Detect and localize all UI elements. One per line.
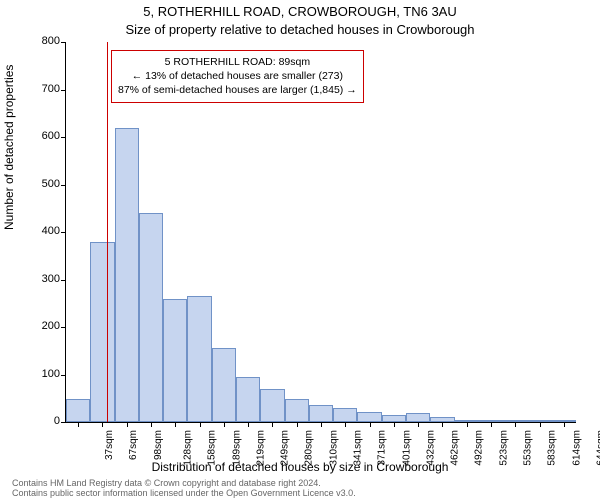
x-tick-mark [418,422,419,427]
histogram-bar [406,413,430,423]
x-tick-mark [515,422,516,427]
y-tick-mark [61,90,66,91]
x-tick-mark [224,422,225,427]
x-tick-mark [272,422,273,427]
x-tick-mark [540,422,541,427]
x-tick-mark [394,422,395,427]
histogram-bar [357,412,381,422]
x-tick-mark [200,422,201,427]
y-tick-mark [61,232,66,233]
x-tick-label: 219sqm [255,430,266,466]
histogram-bar [260,389,284,422]
x-tick-mark [102,422,103,427]
y-tick-mark [61,185,66,186]
y-tick-label: 600 [10,130,60,142]
chart-title-address: 5, ROTHERHILL ROAD, CROWBOROUGH, TN6 3AU [0,4,600,19]
histogram-bar [236,377,260,422]
y-tick-label: 200 [10,320,60,332]
histogram-bar [90,242,114,423]
x-tick-mark [151,422,152,427]
x-tick-label: 553sqm [523,430,534,466]
x-tick-mark [370,422,371,427]
y-tick-mark [61,327,66,328]
x-tick-mark [345,422,346,427]
x-tick-mark [467,422,468,427]
histogram-bar [187,296,211,422]
x-tick-label: 189sqm [231,430,242,466]
histogram-bar [66,399,90,422]
histogram-bar [163,299,187,423]
x-axis-label: Distribution of detached houses by size … [0,460,600,474]
plot-area: 5 ROTHERHILL ROAD: 89sqm← 13% of detache… [65,42,576,423]
x-tick-mark [442,422,443,427]
x-tick-mark [564,422,565,427]
x-tick-mark [127,422,128,427]
attribution-line2: Contains public sector information licen… [12,488,356,498]
x-tick-label: 371sqm [377,430,388,466]
x-tick-label: 310sqm [328,430,339,466]
property-marker-line [107,42,108,422]
y-tick-mark [61,422,66,423]
y-tick-label: 0 [10,415,60,427]
x-tick-label: 98sqm [153,430,164,460]
x-tick-label: 523sqm [498,430,509,466]
histogram-bar [139,213,163,422]
annotation-box: 5 ROTHERHILL ROAD: 89sqm← 13% of detache… [111,50,364,103]
attribution-text: Contains HM Land Registry data © Crown c… [12,478,356,498]
x-tick-label: 614sqm [571,430,582,466]
x-tick-label: 462sqm [450,430,461,466]
histogram-bar [333,408,357,422]
y-tick-mark [61,42,66,43]
histogram-bar [309,405,333,422]
annotation-line: 5 ROTHERHILL ROAD: 89sqm [118,55,357,69]
x-tick-mark [175,422,176,427]
x-tick-mark [248,422,249,427]
x-tick-label: 341sqm [353,430,364,466]
x-tick-label: 280sqm [304,430,315,466]
x-tick-label: 128sqm [183,430,194,466]
y-tick-mark [61,137,66,138]
histogram-bar [212,348,236,422]
y-tick-label: 700 [10,83,60,95]
x-tick-label: 583sqm [547,430,558,466]
x-tick-label: 37sqm [104,430,115,460]
x-tick-mark [491,422,492,427]
histogram-bar [382,415,406,422]
x-tick-label: 492sqm [474,430,485,466]
x-tick-mark [297,422,298,427]
x-tick-label: 401sqm [401,430,412,466]
y-tick-label: 800 [10,35,60,47]
histogram-bar [285,399,309,422]
chart-container: 5, ROTHERHILL ROAD, CROWBOROUGH, TN6 3AU… [0,0,600,500]
x-tick-label: 644sqm [595,430,600,466]
chart-title-subtitle: Size of property relative to detached ho… [0,22,600,37]
histogram-bar [115,128,139,423]
y-tick-label: 500 [10,178,60,190]
x-tick-label: 432sqm [425,430,436,466]
y-tick-mark [61,375,66,376]
x-tick-label: 249sqm [280,430,291,466]
x-tick-mark [78,422,79,427]
x-tick-label: 67sqm [128,430,139,460]
attribution-line1: Contains HM Land Registry data © Crown c… [12,478,356,488]
y-tick-label: 100 [10,368,60,380]
y-tick-mark [61,280,66,281]
y-tick-label: 400 [10,225,60,237]
y-tick-label: 300 [10,273,60,285]
x-tick-label: 158sqm [207,430,218,466]
annotation-line: 87% of semi-detached houses are larger (… [118,83,357,97]
annotation-line: ← 13% of detached houses are smaller (27… [118,69,357,83]
x-tick-mark [321,422,322,427]
